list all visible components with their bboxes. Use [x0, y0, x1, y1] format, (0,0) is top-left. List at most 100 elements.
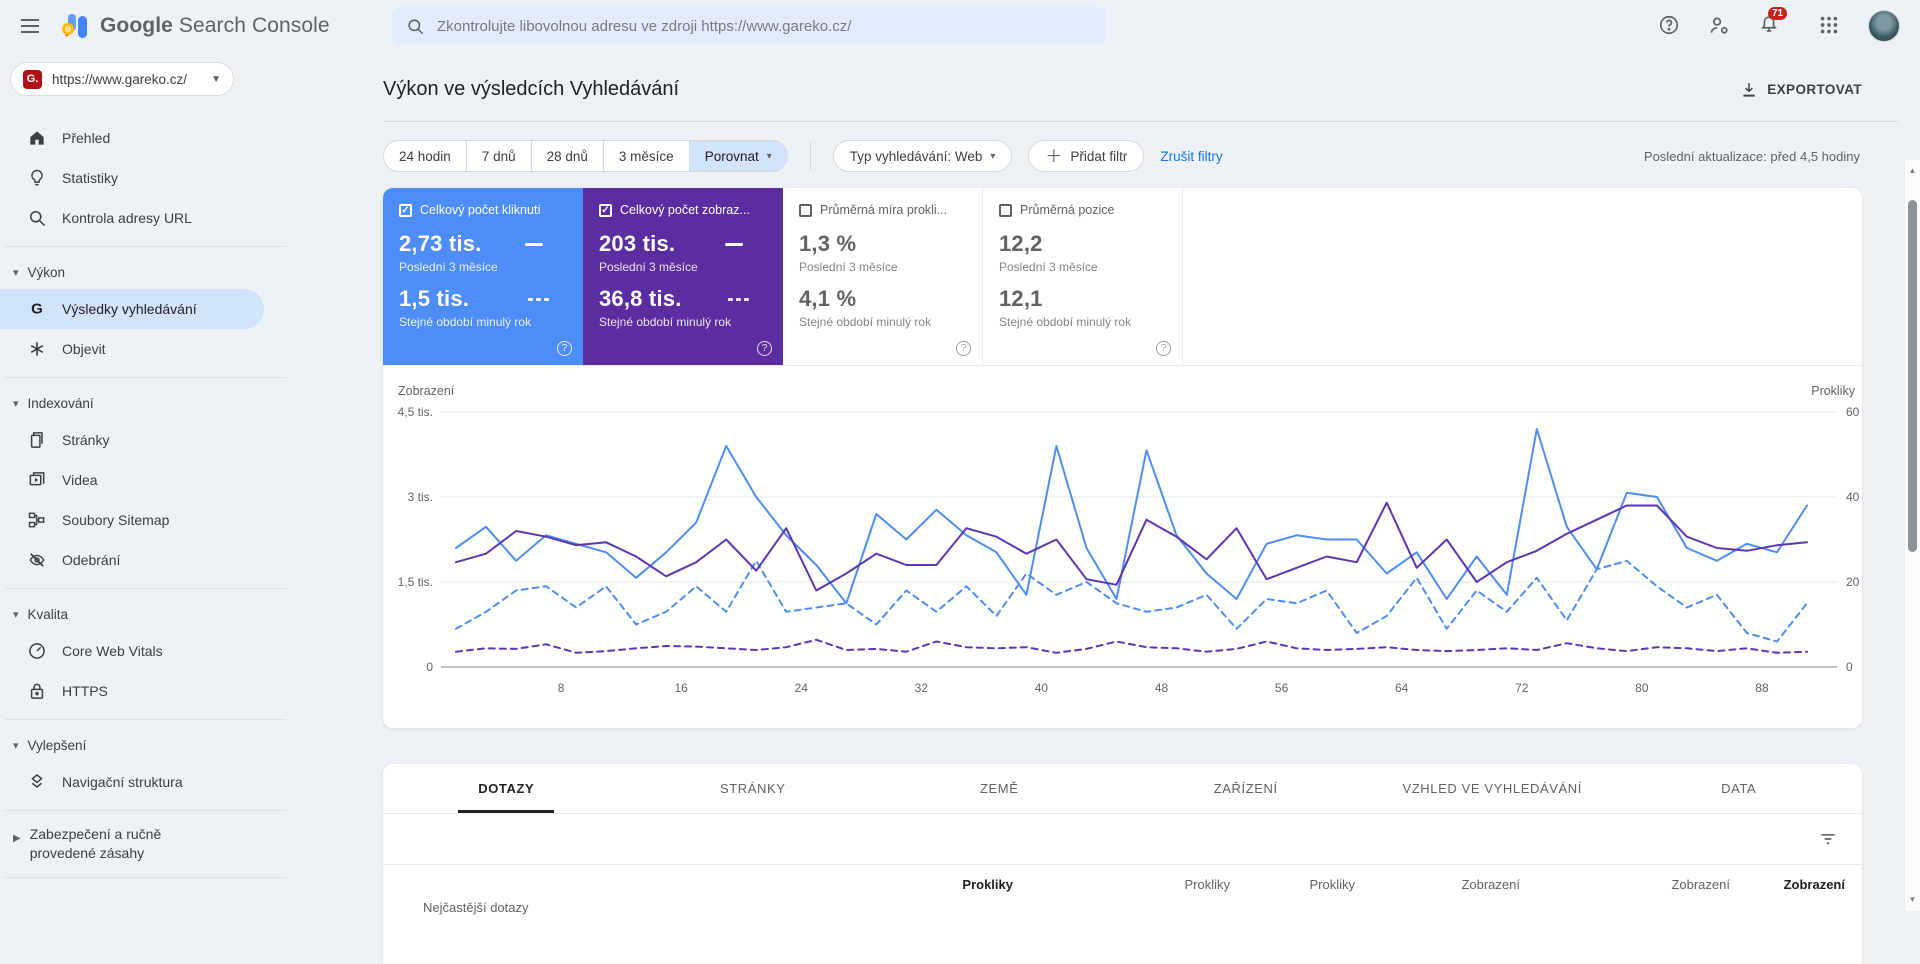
sidebar-item-breadcrumbs[interactable]: Navigační struktura — [0, 762, 264, 802]
scrollbar-down-arrow[interactable]: ▼ — [1908, 895, 1917, 904]
sidebar-item-overview[interactable]: Přehled — [0, 118, 264, 158]
scrollbar-thumb[interactable] — [1908, 200, 1917, 552]
metric-tile-average-position[interactable]: Průměrná pozice 12,2 Poslední 3 měsíce 1… — [983, 188, 1183, 365]
checkbox-checked[interactable]: ✓ — [599, 203, 612, 217]
search-input[interactable] — [437, 17, 1092, 35]
avatar[interactable] — [1868, 10, 1900, 42]
dimension-tabs: DOTAZY STRÁNKY ZEMĚ ZAŘÍZENÍ VZHLED VE V… — [383, 764, 1862, 814]
google-g-icon: G — [31, 301, 43, 318]
checkbox-checked[interactable]: ✓ — [399, 203, 412, 217]
tiles-filler — [1183, 188, 1862, 365]
sidebar-item-removals[interactable]: Odebrání — [0, 540, 264, 580]
help-icon[interactable]: ? — [557, 341, 572, 356]
sidebar-item-discover[interactable]: Objevit — [0, 329, 264, 369]
plus-icon: ＋ — [1045, 146, 1063, 166]
vertical-scrollbar[interactable]: ▲ ▼ — [1904, 160, 1920, 911]
sidebar-section-experience[interactable]: ▾ Kvalita — [13, 606, 69, 622]
sidebar-item-videos[interactable]: Videa — [0, 460, 264, 500]
chevron-down-icon: ▼ — [211, 73, 221, 85]
tab-queries[interactable]: DOTAZY — [383, 764, 630, 813]
column-header-clicks-current[interactable]: Prokliky — [962, 877, 1013, 892]
notification-badge: 71 — [1768, 7, 1788, 20]
date-range-24h[interactable]: 24 hodin — [384, 141, 466, 171]
svg-text:1,5 tis.: 1,5 tis. — [398, 575, 433, 589]
column-header-impressions-previous[interactable]: Zobrazení — [1671, 877, 1730, 892]
tab-pages[interactable]: STRÁNKY — [719, 781, 786, 796]
sidebar-nav: Přehled Statistiky Kontrola adresy URL ▾… — [0, 118, 300, 878]
column-header-clicks-diff[interactable]: Prokliky — [1309, 877, 1355, 892]
filter-list-icon[interactable] — [1818, 829, 1838, 849]
checkbox-unchecked[interactable] — [799, 203, 812, 217]
asterisk-icon — [30, 342, 44, 356]
sidebar-section-enhancements[interactable]: ▾ Vylepšení — [13, 737, 87, 753]
sidebar-item-url-inspection[interactable]: Kontrola adresy URL — [0, 198, 264, 238]
help-icon[interactable] — [1658, 14, 1682, 38]
column-header-queries[interactable]: Nejčastější dotazy — [423, 900, 529, 915]
metric-prev-value: 1,5 tis. — [399, 286, 470, 311]
column-header-impressions-diff[interactable]: Zobrazení — [1783, 877, 1845, 892]
column-header-impressions-current[interactable]: Zobrazení — [1461, 877, 1520, 892]
notifications-bell-icon[interactable]: 71 — [1758, 7, 1788, 38]
divider — [5, 588, 286, 589]
chevron-right-icon: ▶ — [13, 833, 21, 844]
date-range-28d[interactable]: 28 dnů — [530, 141, 603, 171]
sidebar-section-indexing[interactable]: ▾ Indexování — [13, 395, 94, 411]
sidebar-section-performance[interactable]: ▾ Výkon — [13, 264, 66, 280]
metric-prev-value: 4,1 % — [799, 286, 857, 311]
metric-tile-average-ctr[interactable]: Průměrná míra prokli... 1,3 % Poslední 3… — [783, 188, 983, 365]
video-icon — [29, 472, 45, 486]
sidebar-item-core-web-vitals[interactable]: Core Web Vitals — [0, 631, 264, 671]
main-content: Výkon ve výsledcích Vyhledávání EXPORTOV… — [383, 52, 1898, 964]
sidebar-item-search-results[interactable]: G Výsledky vyhledávání — [0, 289, 264, 329]
search-type-filter[interactable]: Typ vyhledávání: Web ▾ — [832, 140, 1013, 172]
metric-value: 2,73 tis. — [399, 231, 482, 256]
property-selector[interactable]: G. https://www.gareko.cz/ ▼ — [10, 62, 234, 96]
last-update-label: Poslední aktualizace: před 4,5 hodiny — [1643, 148, 1860, 164]
metric-tile-total-impressions[interactable]: ✓ Celkový počet zobraz... 203 tis. Posle… — [583, 188, 783, 365]
metric-prev-value: 36,8 tis. — [599, 286, 682, 311]
date-range-3m[interactable]: 3 měsíce — [602, 141, 689, 171]
help-icon[interactable]: ? — [956, 341, 971, 356]
sidebar-item-insights[interactable]: Statistiky — [0, 158, 264, 198]
sidebar-item-https[interactable]: HTTPS — [0, 671, 264, 711]
google-apps-grid-icon[interactable] — [1818, 14, 1842, 38]
svg-text:60: 60 — [1846, 405, 1860, 419]
solid-line-icon — [725, 242, 743, 246]
reset-filters-button[interactable]: Zrušit filtry — [1160, 148, 1223, 164]
sidebar: G. https://www.gareko.cz/ ▼ Přehled Stat… — [0, 52, 300, 911]
column-header-clicks-previous[interactable]: Prokliky — [1184, 877, 1230, 892]
help-icon[interactable]: ? — [757, 341, 772, 356]
sidebar-item-pages[interactable]: Stránky — [0, 420, 264, 460]
dashed-line-icon — [728, 297, 749, 301]
scrollbar-up-arrow[interactable]: ▲ — [1908, 166, 1917, 175]
sidebar-item-security-manual-actions[interactable]: ▶ Zabezpečení a ručně provedené zásahy — [13, 826, 162, 861]
checkbox-unchecked[interactable] — [999, 203, 1012, 217]
menu-icon[interactable] — [8, 4, 52, 48]
help-icon[interactable]: ? — [1156, 341, 1171, 356]
tab-dates[interactable]: DATA — [1721, 781, 1757, 796]
svg-text:80: 80 — [1635, 681, 1649, 695]
property-url: https://www.gareko.cz/ — [52, 71, 188, 87]
filter-bar: 24 hodin 7 dnů 28 dnů 3 měsíce Porovnat … — [383, 140, 1862, 172]
tab-countries[interactable]: ZEMĚ — [979, 781, 1019, 796]
tab-devices[interactable]: ZAŘÍZENÍ — [1213, 781, 1278, 796]
table-filter-strip — [383, 814, 1862, 865]
manage-account-icon[interactable] — [1708, 14, 1732, 38]
export-button[interactable]: EXPORTOVAT — [1740, 81, 1862, 99]
chevron-down-icon: ▾ — [13, 266, 19, 279]
tab-search-appearance[interactable]: VZHLED VE VYHLEDÁVÁNÍ — [1402, 781, 1582, 796]
dashed-line-icon — [528, 297, 549, 301]
property-favicon: G. — [23, 69, 42, 89]
search-icon — [408, 18, 424, 34]
date-range-7d[interactable]: 7 dnů — [465, 141, 531, 171]
chevron-down-icon: ▾ — [13, 397, 19, 410]
sidebar-item-sitemaps[interactable]: Soubory Sitemap — [0, 500, 264, 540]
performance-chart[interactable]: Zobrazení Prokliky 0 0 1,5 tis. 20 3 tis. 40 4,5… — [383, 366, 1862, 706]
add-filter-button[interactable]: ＋ Přidat filtr — [1028, 140, 1145, 172]
svg-text:88: 88 — [1755, 681, 1769, 695]
layers-icon — [31, 773, 43, 788]
svg-text:24: 24 — [795, 681, 809, 695]
metric-tile-total-clicks[interactable]: ✓ Celkový počet kliknutí 2,73 tis. Posle… — [383, 188, 583, 365]
compare-button[interactable]: Porovnat ▾ — [688, 141, 787, 171]
url-inspection-search[interactable] — [392, 7, 1106, 45]
